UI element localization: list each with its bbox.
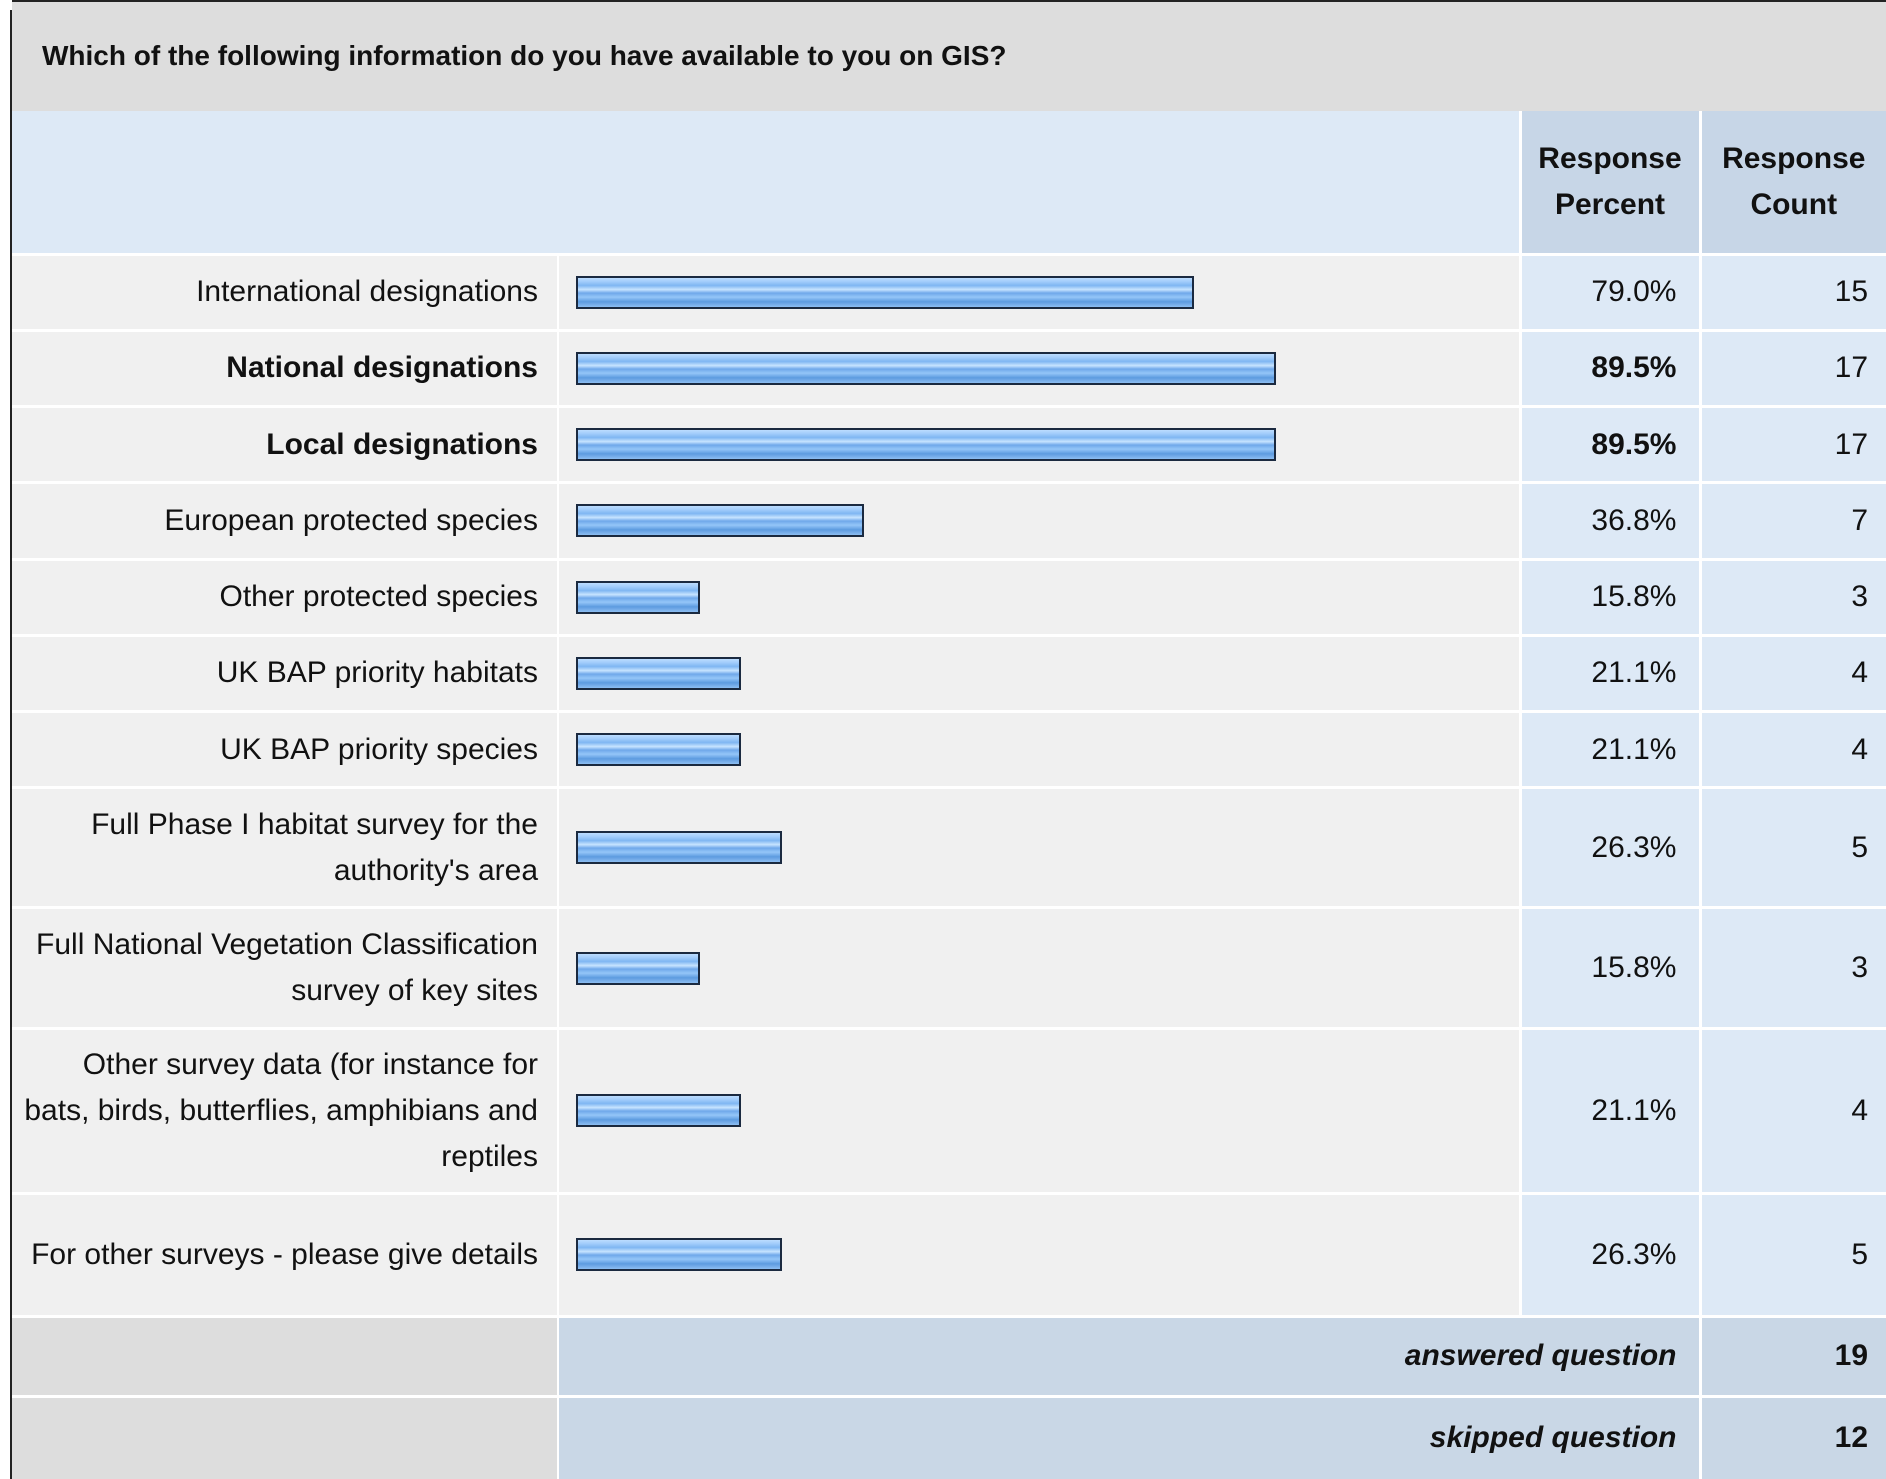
bar-cell (558, 633, 1520, 712)
response-percent-value: 89.5% (1518, 328, 1700, 407)
answer-label-for-other-surveys-please-give-details: For other surveys - please give details (12, 1191, 559, 1316)
response-percent-value: 21.1% (1518, 1026, 1700, 1194)
bar-cell (558, 405, 1520, 483)
answer-label-uk-bap-priority-species: UK BAP priority species (12, 710, 559, 788)
bar-national-designations (576, 351, 1276, 385)
response-percent-header: Response Percent (1518, 110, 1700, 255)
response-percent-value: 79.0% (1518, 252, 1700, 331)
bar-cell (558, 252, 1520, 331)
bar-european-protected-species (576, 504, 864, 538)
bar-cell (558, 557, 1520, 636)
table-row: Local designations 89.5% 17 (0, 405, 1886, 483)
bar-other-protected-species (576, 580, 700, 614)
bar-local-designations (576, 428, 1276, 462)
response-count-value: 4 (1698, 710, 1886, 788)
chart-title: Which of the following information do yo… (12, 0, 1886, 111)
response-percent-header-line-2: Percent (1554, 187, 1666, 221)
table-row: Full Phase I habitat survey for the auth… (0, 786, 1886, 908)
table-row: For other surveys - please give details 2… (0, 1191, 1886, 1316)
skipped-question-value: 12 (1698, 1394, 1886, 1479)
bar-cell (558, 1026, 1520, 1194)
table-row: UK BAP priority species 21.1% 4 (0, 710, 1886, 788)
bar-cell (558, 906, 1520, 1029)
answer-label-other-protected-species: Other protected species (12, 557, 559, 636)
response-count-value: 4 (1698, 633, 1886, 712)
response-count-value: 17 (1698, 405, 1886, 483)
answered-question-label: answered question (558, 1314, 1700, 1396)
table-row: Other protected species 15.8% 3 (0, 557, 1886, 636)
answer-label-international-designations: International designations (12, 252, 559, 331)
bar-other-survey-data-for-instance-for-bats- (576, 1094, 741, 1128)
response-percent-value: 36.8% (1518, 481, 1700, 560)
bar-cell (558, 481, 1520, 560)
footer-spacer-answered (12, 1314, 559, 1396)
answer-label-national-designations: National designations (12, 328, 559, 407)
response-count-value: 15 (1698, 252, 1886, 331)
response-percent-value: 89.5% (1518, 405, 1700, 483)
response-count-value: 5 (1698, 1191, 1886, 1316)
response-percent-value: 21.1% (1518, 633, 1700, 712)
response-count-value: 3 (1698, 557, 1886, 636)
response-percent-value: 21.1% (1518, 710, 1700, 788)
table-row: International designations 79.0% 15 (0, 252, 1886, 331)
table-row: Other survey data (for instance for bats… (0, 1026, 1886, 1194)
response-percent-header-line-1: Response (1538, 141, 1682, 175)
bar-uk-bap-priority-habitats (576, 656, 741, 690)
answer-label-european-protected-species: European protected species (12, 481, 559, 560)
bar-cell (558, 710, 1520, 788)
answer-label-local-designations: Local designations (12, 405, 559, 483)
table-row: European protected species 36.8% 7 (0, 481, 1886, 560)
response-count-value: 3 (1698, 906, 1886, 1029)
bar-cell (558, 1191, 1520, 1316)
answer-label-other-survey-data-for-instance-for-bats-: Other survey data (for instance for bats… (12, 1026, 559, 1194)
bar-cell (558, 328, 1520, 407)
response-count-value: 17 (1698, 328, 1886, 407)
bar-for-other-surveys-please-give-details (576, 1238, 782, 1272)
response-count-value: 5 (1698, 786, 1886, 908)
response-count-header-line-1: Response (1722, 141, 1866, 175)
response-count-value: 7 (1698, 481, 1886, 560)
footer-spacer-skipped (12, 1394, 559, 1479)
bar-uk-bap-priority-species (576, 733, 741, 767)
response-percent-value: 26.3% (1518, 1191, 1700, 1316)
table-row: UK BAP priority habitats 21.1% 4 (0, 633, 1886, 712)
response-count-header-line-2: Count (1750, 187, 1838, 221)
table-frame-left (10, 10, 12, 1479)
bar-full-phase-i-habitat-survey-for-the-auth (576, 831, 782, 865)
response-percent-value: 26.3% (1518, 786, 1700, 908)
table-row: National designations 89.5% 17 (0, 328, 1886, 407)
answer-label-full-national-vegetation-classification-: Full National Vegetation Classification … (12, 906, 559, 1029)
answer-label-uk-bap-priority-habitats: UK BAP priority habitats (12, 633, 559, 712)
table-row: Full National Vegetation Classification … (0, 906, 1886, 1029)
response-count-value: 4 (1698, 1026, 1886, 1194)
answered-question-value: 19 (1698, 1314, 1886, 1396)
header-spacer (12, 110, 1520, 255)
response-percent-value: 15.8% (1518, 906, 1700, 1029)
bar-international-designations (576, 275, 1194, 309)
skipped-question-label: skipped question (558, 1394, 1700, 1479)
bar-full-national-vegetation-classification- (576, 951, 700, 985)
answer-label-full-phase-i-habitat-survey-for-the-auth: Full Phase I habitat survey for the auth… (12, 786, 559, 908)
response-percent-value: 15.8% (1518, 557, 1700, 636)
bar-cell (558, 786, 1520, 908)
response-count-header: Response Count (1698, 110, 1886, 255)
